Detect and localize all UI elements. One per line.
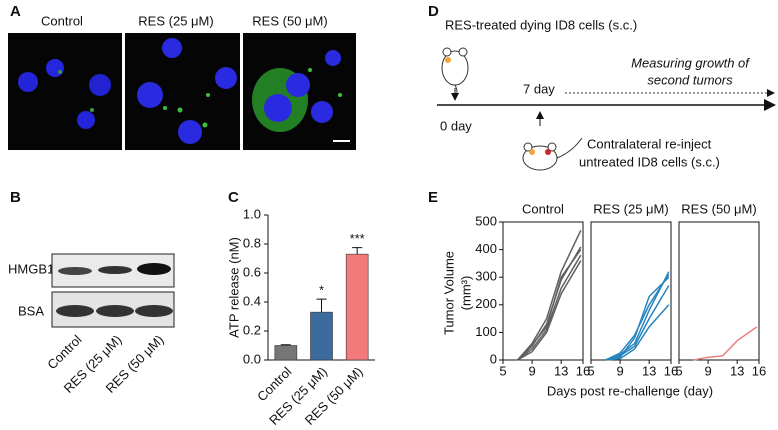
chart-title: RES (25 μM) (593, 201, 668, 216)
data-line (693, 326, 758, 361)
x-tick-label: 16 (752, 363, 766, 378)
y-tick-label: 0.0 (243, 351, 261, 366)
diagram-text: untreated ID8 cells (s.c.) (579, 154, 720, 169)
micrograph (243, 33, 356, 150)
chart-title: RES (50 μM) (681, 201, 756, 216)
micrograph (8, 33, 122, 150)
significance: *** (350, 231, 365, 246)
image-label: RES (50 μM) (252, 13, 327, 28)
data-line (517, 260, 582, 361)
plot-frame (678, 221, 760, 361)
significance: * (319, 283, 324, 298)
diagram-text: second tumors (647, 72, 733, 87)
blot (51, 253, 175, 328)
x-axis-label: Days post re-challenge (day) (547, 383, 713, 398)
x-tick-label: 16 (576, 363, 590, 378)
plot-frame (502, 221, 584, 361)
x-tick-label: 9 (528, 363, 535, 378)
x-tick-label: 5 (499, 363, 506, 378)
y-tick-label: 0.6 (243, 264, 261, 279)
data-line (517, 249, 582, 361)
error-bar (352, 247, 363, 255)
panel-letter: C (228, 189, 239, 206)
diagram-text: Measuring growth of (631, 55, 750, 70)
data-line (517, 254, 582, 361)
x-tick-label: 9 (704, 363, 711, 378)
chart-title: Control (522, 201, 564, 216)
y-tick-label: 0 (490, 351, 497, 366)
x-tick-label: 5 (675, 363, 682, 378)
bar (310, 311, 333, 361)
panel-letter: A (10, 3, 21, 20)
y-tick-label: 0.2 (243, 322, 261, 337)
y-tick-label: 0.4 (243, 293, 261, 308)
bar (274, 345, 298, 361)
data-line (516, 229, 582, 361)
y-tick-label: 100 (475, 324, 497, 339)
diagram-text: 0 day (440, 118, 472, 133)
x-tick-label: 5 (587, 363, 594, 378)
diagram-text: RES-treated dying ID8 cells (s.c.) (445, 17, 637, 32)
bar (345, 253, 369, 361)
image-label: Control (41, 13, 83, 28)
x-tick-label: 13 (730, 363, 744, 378)
data-line (605, 276, 670, 361)
y-axis-label: (mm³) (458, 276, 473, 311)
data-line (605, 274, 670, 361)
diagram-text: Contralateral re-inject (587, 136, 712, 151)
y-tick-label: 400 (475, 241, 497, 256)
row-label: BSA (18, 303, 44, 318)
y-axis-label: Tumor Volume (441, 251, 456, 335)
y-tick-label: 200 (475, 296, 497, 311)
error-bar (316, 298, 327, 313)
y-tick-label: 500 (475, 213, 497, 228)
error-bar (280, 344, 291, 346)
panel-letter: D (428, 3, 439, 20)
y-tick-label: 1.0 (243, 206, 261, 221)
micrograph (125, 33, 240, 150)
plot-frame (590, 221, 672, 361)
y-tick-label: 300 (475, 269, 497, 284)
data-line (605, 271, 670, 361)
data-line (605, 285, 670, 361)
x-tick-label: 13 (642, 363, 656, 378)
data-line (605, 304, 670, 361)
row-label: HMGB1 (8, 261, 54, 276)
y-tick-label: 0.8 (243, 235, 261, 250)
y-axis-label: ATP release (nM) (226, 237, 241, 338)
panel-letter: E (428, 189, 438, 206)
diagram-text: 7 day (523, 81, 555, 96)
x-tick-label: 16 (664, 363, 678, 378)
x-tick-label: 9 (616, 363, 623, 378)
x-tick-label: 13 (554, 363, 568, 378)
mouse-icon (522, 137, 583, 171)
panel-letter: B (10, 189, 21, 206)
image-label: RES (25 μM) (138, 13, 213, 28)
